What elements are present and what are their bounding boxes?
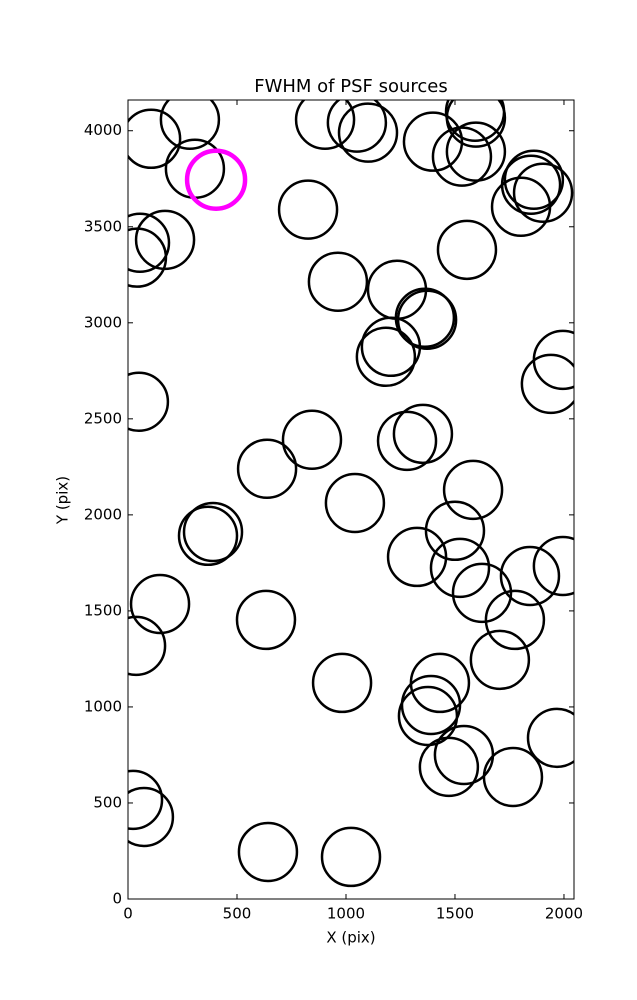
source-circle	[311, 652, 373, 714]
source-circle	[326, 100, 388, 153]
y-axis-label: Y (pix)	[54, 476, 72, 525]
x-tick-label: 500	[223, 905, 252, 923]
plot-frame	[127, 99, 575, 900]
y-tick-label: 3000	[84, 313, 122, 331]
source-circle	[177, 505, 239, 567]
source-circle	[159, 100, 221, 151]
source-circle	[503, 149, 565, 210]
source-circle	[184, 148, 248, 211]
source-circle	[182, 501, 244, 563]
source-circle	[277, 179, 339, 240]
source-circle	[320, 826, 382, 888]
source-circle	[392, 403, 454, 465]
source-circle	[128, 786, 175, 848]
y-tick-label: 2500	[84, 409, 122, 427]
source-circle	[400, 674, 462, 736]
source-circle	[129, 573, 191, 635]
source-circle	[445, 121, 507, 182]
source-circle	[431, 126, 493, 187]
source-circle	[442, 459, 504, 521]
chart-title: FWHM of PSF sources	[254, 76, 448, 97]
source-circle	[396, 289, 458, 350]
source-circle	[376, 410, 438, 472]
y-tick-label: 4000	[84, 121, 122, 139]
source-circle	[436, 219, 498, 281]
source-circle	[128, 212, 171, 273]
source-circle	[429, 537, 491, 599]
y-tick-label: 0	[112, 890, 122, 908]
source-circle	[237, 821, 299, 883]
source-circle	[532, 535, 574, 597]
source-circle	[128, 108, 182, 170]
source-circle	[128, 769, 164, 831]
source-circle	[526, 707, 574, 769]
source-circle	[499, 545, 561, 607]
x-tick-label: 1500	[436, 905, 474, 923]
source-circle	[128, 615, 167, 677]
plot-area	[128, 100, 574, 888]
source-circle	[324, 472, 386, 534]
source-circle	[337, 102, 399, 163]
source-circle	[490, 176, 552, 238]
source-circle	[128, 371, 170, 432]
source-circle	[532, 329, 574, 391]
source-circle	[128, 227, 168, 288]
source-circle	[355, 326, 417, 388]
y-tick-label: 500	[93, 793, 122, 811]
source-circle	[451, 562, 513, 624]
source-circle	[360, 316, 422, 378]
source-circle	[236, 438, 298, 500]
source-circle	[445, 100, 507, 148]
source-circle	[235, 589, 297, 651]
source-circle	[418, 736, 480, 798]
source-circle	[386, 526, 448, 588]
source-circle	[520, 353, 574, 415]
source-circle	[424, 500, 486, 562]
x-tick-label: 2000	[545, 905, 583, 923]
source-circle	[512, 162, 574, 224]
y-tick-label: 2000	[84, 505, 122, 523]
source-circle	[484, 589, 546, 651]
y-tick-label: 3500	[84, 217, 122, 235]
source-circle	[281, 409, 343, 471]
source-circle	[469, 629, 531, 691]
x-tick-label: 0	[123, 905, 133, 923]
source-circle	[397, 685, 459, 747]
source-circle	[307, 251, 369, 312]
source-circle	[402, 111, 464, 172]
y-tick-label: 1500	[84, 601, 122, 619]
y-tick-label: 1000	[84, 697, 122, 715]
source-circle	[294, 100, 356, 151]
x-axis-label: X (pix)	[326, 929, 375, 947]
x-tick-label: 1000	[327, 905, 365, 923]
source-circle	[482, 746, 544, 808]
